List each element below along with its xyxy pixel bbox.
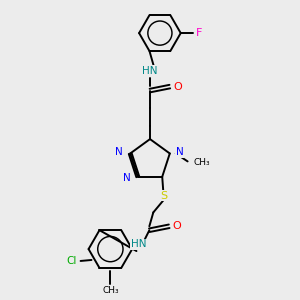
Text: O: O — [173, 82, 182, 92]
Text: N: N — [176, 148, 184, 158]
Text: Cl: Cl — [67, 256, 77, 266]
Text: S: S — [160, 190, 168, 201]
Text: N: N — [116, 148, 123, 158]
Text: F: F — [196, 28, 203, 38]
Text: N: N — [123, 173, 131, 183]
Text: HN: HN — [142, 66, 158, 76]
Text: CH₃: CH₃ — [194, 158, 210, 167]
Text: CH₃: CH₃ — [102, 286, 119, 295]
Text: O: O — [173, 221, 182, 231]
Text: HN: HN — [131, 239, 146, 249]
